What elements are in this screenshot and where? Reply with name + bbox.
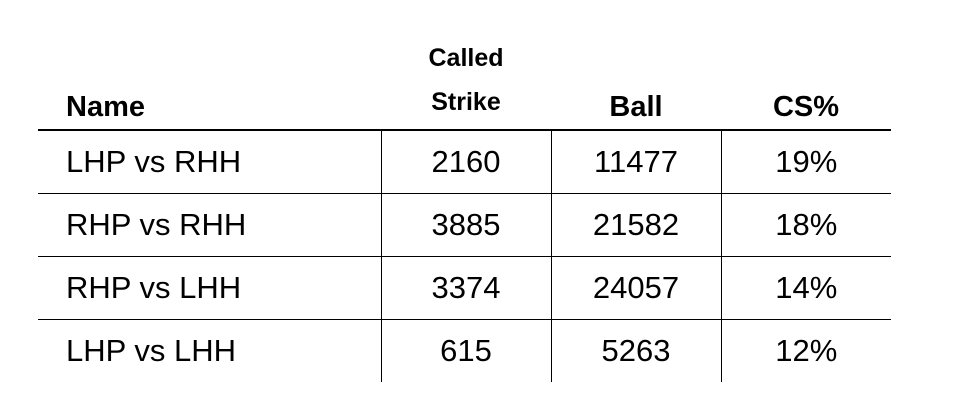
cell-cs-pct: 12% xyxy=(720,319,891,382)
cell-name: LHP vs RHH xyxy=(38,130,381,194)
data-table-container: Name Called Strike Ball CS% LHP vs RHH 2… xyxy=(38,36,891,382)
cell-ball: 21582 xyxy=(550,193,721,257)
cell-ball: 24057 xyxy=(550,256,721,320)
header-called-strike-line-1: Called xyxy=(428,44,504,72)
pitch-split-table: Name Called Strike Ball CS% LHP vs RHH 2… xyxy=(38,36,891,382)
cell-called-strike: 615 xyxy=(380,319,551,382)
header-called-strike-line-2: Strike xyxy=(431,88,501,116)
header-row: Name Called Strike Ball CS% xyxy=(38,36,891,131)
cell-cs-pct: 18% xyxy=(720,193,891,257)
table-row: RHP vs RHH 3885 21582 18% xyxy=(38,193,891,257)
cell-name: LHP vs LHH xyxy=(66,333,236,368)
table-row: RHP vs LHH 3374 24057 14% xyxy=(38,256,891,320)
cell-name: RHP vs RHH xyxy=(38,193,381,257)
cell-ball: 11477 xyxy=(550,130,721,194)
header-cs-pct: CS% xyxy=(721,36,891,131)
cell-ball: 5263 xyxy=(550,319,721,382)
cell-called-strike: 3374 xyxy=(380,256,551,320)
table-header: Name Called Strike Ball CS% xyxy=(38,36,891,131)
table-row: LHP vs RHH 2160 11477 19% xyxy=(38,130,891,194)
table-row: LHP vs LHH 615 5263 12% xyxy=(38,319,891,382)
table-body: LHP vs RHH 2160 11477 19% RHP vs RHH 388… xyxy=(38,130,891,382)
cell-cs-pct: 14% xyxy=(720,256,891,320)
cell-name: RHP vs LHH xyxy=(38,256,381,320)
header-name: Name xyxy=(38,36,381,131)
cell-cs-pct: 19% xyxy=(720,130,891,194)
cell-called-strike: 2160 xyxy=(380,130,551,194)
header-called-strike: Called Strike xyxy=(381,36,551,131)
header-ball: Ball xyxy=(551,36,721,131)
cell-called-strike: 3885 xyxy=(380,193,551,257)
